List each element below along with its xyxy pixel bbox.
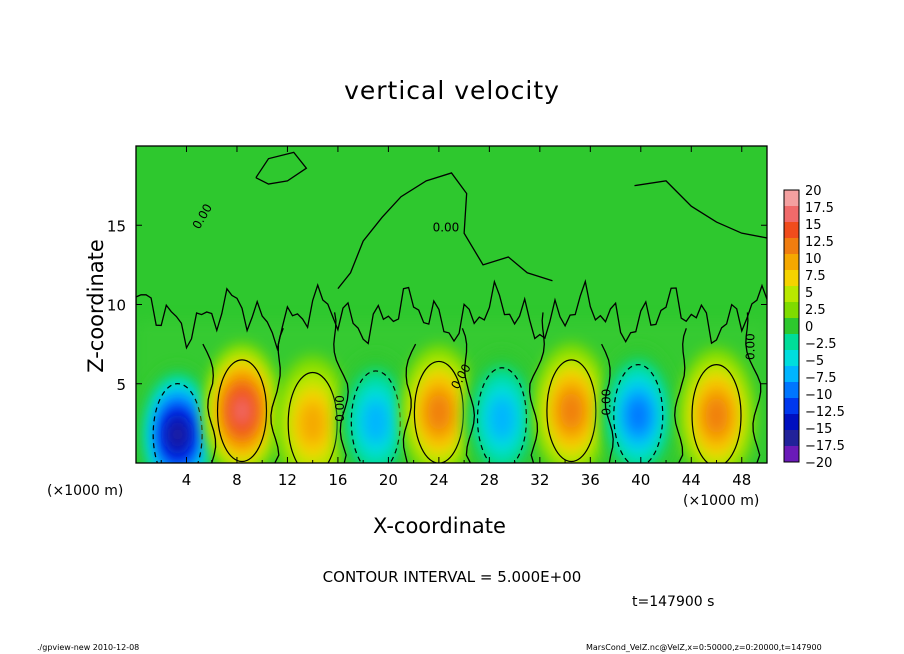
- colorbar-swatch: [784, 254, 799, 270]
- colorbar-swatch: [784, 398, 799, 414]
- colorbar-swatch: [784, 334, 799, 350]
- y-tick-label: 10: [107, 297, 126, 315]
- colorbar-label: 15: [805, 218, 822, 233]
- colorbar-swatch: [784, 190, 799, 206]
- colorbar-label: 7.5: [805, 269, 826, 284]
- contour-label: 0.00: [333, 395, 347, 422]
- x-unit-label-right: (×1000 m): [683, 493, 760, 509]
- x-unit-label-left: (×1000 m): [47, 483, 124, 499]
- zero-contour-8: [674, 328, 687, 463]
- velocity-cell-6: [463, 350, 540, 463]
- contour-line: [546, 359, 597, 463]
- velocity-cell-3: [274, 355, 351, 463]
- contour-label: 0.00: [600, 389, 614, 416]
- contour-line: [287, 371, 338, 463]
- x-tick-label: 24: [429, 471, 448, 489]
- colorbar-swatch: [784, 238, 799, 254]
- contour-label: 0.00: [433, 221, 460, 235]
- colorbar: 20 17.5 15 12.5 10 7.5 5 2.5 0 −2.5 −5 −7.5 −10 −12.5…: [783, 184, 845, 471]
- colorbar-swatch: [784, 302, 799, 318]
- colorbar-swatch: [784, 414, 799, 430]
- colorbar-label: 12.5: [805, 235, 834, 250]
- y-axis-label: Z-coordinate: [84, 239, 108, 373]
- colorbar-label: 2.5: [805, 303, 826, 318]
- zero-contour-5: [461, 328, 476, 463]
- colorbar-swatch: [784, 446, 799, 462]
- velocity-cell-7: [533, 342, 610, 463]
- zero-contour-7: [601, 343, 614, 463]
- colorbar-label: 0: [805, 320, 813, 335]
- colorbar-label: 17.5: [805, 201, 834, 216]
- velocity-cell-4: [337, 353, 414, 463]
- footer-right: MarsCond_VelZ.nc@VelZ,x=0:50000,z=0:2000…: [586, 643, 822, 652]
- x-tick-label: 36: [581, 471, 600, 489]
- x-tick-label: 12: [278, 471, 297, 489]
- velocity-cell-9: [678, 347, 755, 463]
- zero-contour-9: [745, 312, 762, 463]
- x-tick-label: 48: [732, 471, 751, 489]
- x-tick-label: 20: [379, 471, 398, 489]
- x-tick-label: 4: [182, 471, 192, 489]
- x-tick-label: 32: [530, 471, 549, 489]
- colorbar-swatch: [784, 382, 799, 398]
- upper-contour: [337, 172, 553, 290]
- x-axis-label: X-coordinate: [373, 514, 506, 538]
- colorbar-swatch: [784, 286, 799, 302]
- contour-line: [613, 364, 664, 463]
- colorbar-label: −2.5: [805, 337, 837, 352]
- contour-line: [691, 364, 742, 463]
- y-tick-label: 5: [116, 376, 126, 394]
- colorbar-swatch: [784, 270, 799, 286]
- colorbar-swatch: [784, 206, 799, 222]
- colorbar-swatch: [784, 366, 799, 382]
- velocity-cell-5: [400, 344, 477, 463]
- zero-contour-2: [270, 328, 284, 463]
- x-tick-label: 40: [631, 471, 650, 489]
- y-tick-label: 15: [107, 217, 126, 235]
- contour-label: 0.00: [743, 333, 757, 360]
- contour-interval-text: CONTOUR INTERVAL = 5.000E+00: [322, 568, 582, 586]
- velocity-cell-2: [204, 342, 280, 463]
- colorbar-label: 5: [805, 286, 813, 301]
- colorbar-label: 20: [805, 184, 822, 199]
- colorbar-label: −17.5: [805, 439, 845, 454]
- colorbar-label: −7.5: [805, 371, 837, 386]
- contour-line: [152, 383, 203, 463]
- colorbar-label: −15: [805, 422, 832, 437]
- colorbar-label: −12.5: [805, 405, 845, 420]
- colorbar-swatch: [784, 318, 799, 334]
- zero-contour-4: [402, 343, 417, 463]
- x-tick-label: 28: [480, 471, 499, 489]
- contour-line: [216, 359, 268, 463]
- time-label: t=147900 s: [632, 594, 715, 610]
- colorbar-swatch: [784, 222, 799, 238]
- zero-contour-1: [202, 343, 217, 463]
- x-tick-label: 8: [232, 471, 242, 489]
- x-tick-label: 44: [682, 471, 701, 489]
- chart-title: vertical velocity: [344, 76, 560, 105]
- contour-line: [413, 360, 464, 463]
- upper-closed-contour: [255, 151, 308, 185]
- colorbar-swatch: [784, 350, 799, 366]
- colorbar-label: −10: [805, 388, 832, 403]
- x-tick-label: 16: [328, 471, 347, 489]
- velocity-cells: [139, 342, 755, 463]
- upper-right-contour: [634, 180, 767, 239]
- colorbar-label: −5: [805, 354, 824, 369]
- mixed-layer-contour: [136, 279, 767, 352]
- footer-left: ./gpview-new 2010-12-08: [37, 643, 140, 652]
- colorbar-swatch: [784, 430, 799, 446]
- colorbar-label: 10: [805, 252, 822, 267]
- velocity-cell-8: [600, 347, 677, 463]
- contour-line: [476, 367, 528, 463]
- plot-area: 0.00 0.000.00 0.000.000.00: [135, 145, 768, 464]
- velocity-cell-1: [139, 366, 216, 463]
- zero-contours: [136, 151, 767, 463]
- contour-line: [350, 370, 401, 463]
- colorbar-label: −20: [805, 456, 832, 471]
- colorbar-frame: [783, 189, 800, 463]
- zero-contour-3: [333, 312, 349, 463]
